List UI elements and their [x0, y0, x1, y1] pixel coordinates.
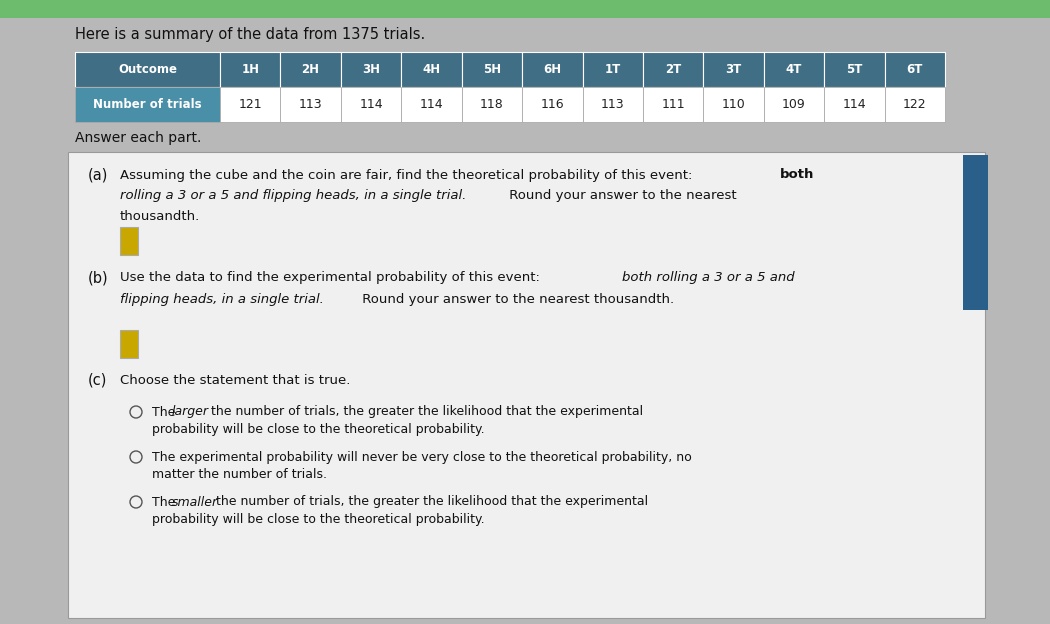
Text: the number of trials, the greater the likelihood that the experimental: the number of trials, the greater the li…	[212, 495, 648, 509]
Text: Round your answer to the nearest: Round your answer to the nearest	[505, 190, 737, 203]
Text: 114: 114	[420, 98, 443, 111]
Bar	[763, 52, 824, 87]
Text: 2T: 2T	[665, 63, 681, 76]
Text: Choose the statement that is true.: Choose the statement that is true.	[120, 374, 351, 386]
Bar	[341, 52, 401, 87]
Bar	[884, 52, 945, 87]
Text: 114: 114	[359, 98, 383, 111]
Text: The: The	[152, 406, 180, 419]
Text: Assuming the cube and the coin are fair, find the theoretical probability of thi: Assuming the cube and the coin are fair,…	[120, 168, 696, 182]
Bar	[522, 87, 583, 122]
Bar	[75, 87, 220, 122]
Bar	[522, 52, 583, 87]
Text: 3H: 3H	[362, 63, 380, 76]
Text: 6T: 6T	[906, 63, 923, 76]
Text: the number of trials, the greater the likelihood that the experimental: the number of trials, the greater the li…	[207, 406, 643, 419]
Bar	[220, 52, 280, 87]
Text: Use the data to find the experimental probability of this event:: Use the data to find the experimental pr…	[120, 271, 544, 285]
Text: 121: 121	[238, 98, 262, 111]
Text: thousandth.: thousandth.	[120, 210, 201, 223]
Text: 6H: 6H	[543, 63, 562, 76]
Text: smaller: smaller	[172, 495, 218, 509]
Text: matter the number of trials.: matter the number of trials.	[152, 469, 327, 482]
Text: 110: 110	[721, 98, 745, 111]
Bar	[68, 152, 985, 618]
Text: Round your answer to the nearest thousandth.: Round your answer to the nearest thousan…	[358, 293, 674, 306]
Bar	[583, 87, 643, 122]
Bar	[583, 52, 643, 87]
Text: both rolling a 3 or a 5 and: both rolling a 3 or a 5 and	[622, 271, 795, 285]
Text: Answer each part.: Answer each part.	[75, 131, 202, 145]
Text: Number of trials: Number of trials	[93, 98, 202, 111]
Bar	[824, 87, 884, 122]
Bar	[462, 52, 522, 87]
Bar	[643, 52, 704, 87]
Bar	[120, 330, 138, 358]
Text: 5T: 5T	[846, 63, 862, 76]
Bar	[120, 227, 138, 255]
Text: both: both	[780, 168, 815, 182]
Bar	[963, 155, 988, 310]
Bar	[462, 87, 522, 122]
Bar	[401, 52, 462, 87]
Text: rolling a 3 or a 5 and flipping heads, in a single trial.: rolling a 3 or a 5 and flipping heads, i…	[120, 190, 466, 203]
Bar	[280, 87, 341, 122]
Bar	[704, 87, 763, 122]
Text: 1H: 1H	[242, 63, 259, 76]
Text: (c): (c)	[88, 373, 107, 388]
Bar	[0, 0, 1050, 18]
Text: 4H: 4H	[422, 63, 441, 76]
Text: larger: larger	[172, 406, 209, 419]
Text: 113: 113	[299, 98, 322, 111]
Text: (a): (a)	[88, 167, 108, 182]
Text: flipping heads, in a single trial.: flipping heads, in a single trial.	[120, 293, 323, 306]
Text: The experimental probability will never be very close to the theoretical probabi: The experimental probability will never …	[152, 451, 692, 464]
Text: 113: 113	[601, 98, 625, 111]
Text: 116: 116	[541, 98, 564, 111]
Text: probability will be close to the theoretical probability.: probability will be close to the theoret…	[152, 514, 485, 527]
Text: 2H: 2H	[301, 63, 319, 76]
Text: Here is a summary of the data from 1375 trials.: Here is a summary of the data from 1375 …	[75, 27, 425, 42]
Bar	[643, 87, 704, 122]
Text: 109: 109	[782, 98, 805, 111]
Bar	[704, 52, 763, 87]
Bar	[341, 87, 401, 122]
Bar	[824, 52, 884, 87]
Text: Outcome: Outcome	[118, 63, 177, 76]
Text: probability will be close to the theoretical probability.: probability will be close to the theoret…	[152, 424, 485, 437]
Bar	[763, 87, 824, 122]
Text: 122: 122	[903, 98, 926, 111]
Text: 114: 114	[842, 98, 866, 111]
Bar	[401, 87, 462, 122]
Text: The: The	[152, 495, 180, 509]
Bar	[884, 87, 945, 122]
Text: 3T: 3T	[726, 63, 741, 76]
Text: 5H: 5H	[483, 63, 501, 76]
Text: 4T: 4T	[785, 63, 802, 76]
Text: 1T: 1T	[605, 63, 621, 76]
Bar	[75, 52, 220, 87]
Bar	[280, 52, 341, 87]
Text: 118: 118	[480, 98, 504, 111]
Text: (b): (b)	[88, 270, 108, 286]
Text: 111: 111	[662, 98, 685, 111]
Bar	[220, 87, 280, 122]
